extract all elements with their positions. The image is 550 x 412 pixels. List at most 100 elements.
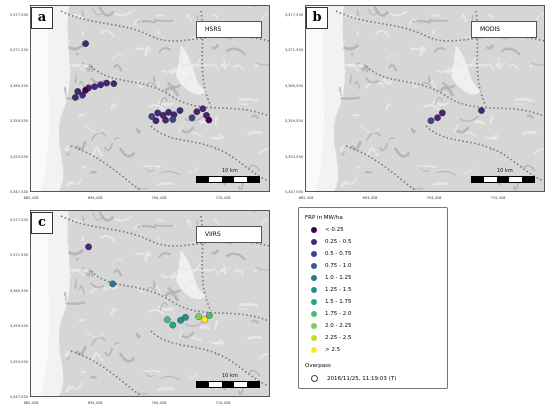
legend-item: > 2.5 (311, 347, 340, 353)
overpass-ring-icon (311, 375, 318, 382)
overpass-value: 2016/11/25, 11:19:03 (T) (327, 375, 397, 382)
fire-hotspot-marker (74, 88, 82, 95)
legend-swatch (311, 227, 317, 233)
y-tick: 3,353,530 (9, 155, 28, 159)
legend-item-label: 1.25 - 1.5 (325, 287, 352, 293)
sensor-label: VIIRS (196, 226, 262, 243)
sensor-label: MODIS (471, 21, 537, 38)
legend-item-label: 0.25 - 0.5 (325, 239, 352, 245)
fire-hotspot-marker (188, 114, 196, 122)
frp-legend: FRP in MW/ha < 0.25 0.25 - 0.5 0.5 - 0.7… (298, 207, 448, 389)
fire-hotspot-marker (82, 40, 89, 47)
legend-item: 0.75 - 1.0 (311, 263, 351, 269)
map-panel-c: c VIIRS 10 km 3,377,530 3,371,530 3,365,… (0, 205, 275, 412)
scale-label: 10 km (222, 373, 238, 379)
fire-hotspot-marker (162, 116, 169, 124)
y-tick: 3,371,530 (9, 253, 28, 257)
legend-swatch (311, 287, 317, 293)
y-tick: 3,377,530 (284, 13, 303, 17)
legend-item-label: > 2.5 (325, 347, 341, 353)
scale-bar (196, 381, 260, 388)
fire-hotspot-marker (91, 83, 98, 90)
legend-item-label: 1.5 - 1.75 (325, 299, 352, 305)
fire-hotspot-marker (201, 316, 208, 324)
legend-swatch (311, 239, 317, 245)
legend-item-label: 1.0 - 1.25 (325, 275, 352, 281)
fire-hotspot-marker (177, 316, 184, 324)
fire-hotspot-marker (193, 108, 201, 116)
x-tick: 693,428 (87, 401, 103, 405)
y-tick: 3,347,530 (284, 190, 303, 194)
legend-item: 2.25 - 2.5 (311, 335, 351, 341)
fire-hotspot-marker (169, 116, 177, 123)
fire-hotspot-marker (199, 105, 207, 113)
x-tick: 715,428 (490, 196, 506, 200)
legend-item: 1.75 - 2.0 (311, 311, 351, 317)
x-tick: 682,428 (298, 196, 314, 200)
legend-item: 1.5 - 1.75 (311, 299, 351, 305)
y-tick: 3,365,530 (9, 289, 28, 293)
overpass-item: 2016/11/25, 11:19:03 (T) (311, 375, 396, 382)
legend-swatch (311, 251, 317, 257)
map-panel-a: a HSRS 10 km 3,377,530 3,371,530 3,365,5… (0, 0, 275, 205)
fire-hotspot-marker (182, 313, 189, 321)
legend-swatch (311, 275, 317, 281)
fire-hotspot-marker (79, 91, 86, 99)
panel-label: c (31, 212, 53, 234)
y-tick: 3,377,530 (9, 13, 28, 17)
fire-hotspot-marker (110, 80, 118, 88)
scale-label: 10 km (497, 168, 513, 174)
legend-swatch (311, 299, 317, 305)
legend-item: 0.5 - 0.75 (311, 251, 351, 257)
x-tick: 704,428 (151, 401, 167, 405)
y-tick: 3,353,530 (284, 155, 303, 159)
scale-bar (471, 176, 535, 183)
fire-hotspot-marker (152, 117, 160, 125)
x-tick: 682,428 (23, 401, 39, 405)
fire-hotspot-marker (103, 79, 110, 87)
scale-label: 10 km (222, 168, 238, 174)
legend-item-label: 0.75 - 1.0 (325, 263, 352, 269)
fire-hotspot-marker (97, 81, 104, 89)
legend-item: < 0.25 (311, 227, 344, 233)
y-tick: 3,359,530 (9, 324, 28, 328)
legend-swatch (311, 311, 317, 317)
panel-label: a (31, 7, 53, 29)
fire-hotspot-marker (439, 109, 446, 117)
legend-swatch (311, 347, 317, 353)
y-tick: 3,365,530 (284, 84, 303, 88)
y-tick: 3,365,530 (9, 84, 28, 88)
legend-title: FRP in MW/ha (305, 215, 343, 221)
fire-hotspot-marker (195, 313, 202, 321)
y-tick: 3,377,530 (9, 218, 28, 222)
fire-hotspot-marker (148, 113, 156, 120)
x-tick: 693,428 (362, 196, 378, 200)
x-tick: 715,428 (215, 196, 231, 200)
legend-item-label: 2.25 - 2.5 (325, 335, 352, 341)
overpass-title: Overpass (305, 363, 331, 369)
fire-hotspot-marker (109, 280, 116, 288)
panel-label: b (306, 7, 328, 29)
sensor-label: HSRS (196, 21, 262, 38)
y-tick: 3,359,530 (284, 119, 303, 123)
x-tick: 704,428 (426, 196, 442, 200)
y-tick: 3,371,530 (9, 48, 28, 52)
legend-swatch (311, 323, 317, 329)
fire-hotspot-marker (85, 243, 92, 251)
fire-hotspot-marker (478, 107, 485, 114)
legend-item: 2.0 - 2.25 (311, 323, 351, 329)
legend-item-label: 2.0 - 2.25 (325, 323, 352, 329)
x-tick: 704,428 (151, 196, 167, 200)
y-tick: 3,353,530 (9, 360, 28, 364)
fire-hotspot-marker (434, 114, 441, 122)
legend-item-label: 0.5 - 0.75 (325, 251, 352, 257)
scale-bar (196, 176, 260, 183)
fire-hotspot-marker (169, 321, 177, 329)
x-tick: 682,428 (23, 196, 39, 200)
fire-hotspot-marker (205, 116, 213, 124)
fire-hotspot-marker (71, 94, 79, 101)
x-tick: 693,428 (87, 196, 103, 200)
fire-hotspot-marker (82, 86, 89, 94)
y-tick: 3,347,530 (9, 190, 28, 194)
legend-item-label: < 0.25 (325, 227, 344, 233)
